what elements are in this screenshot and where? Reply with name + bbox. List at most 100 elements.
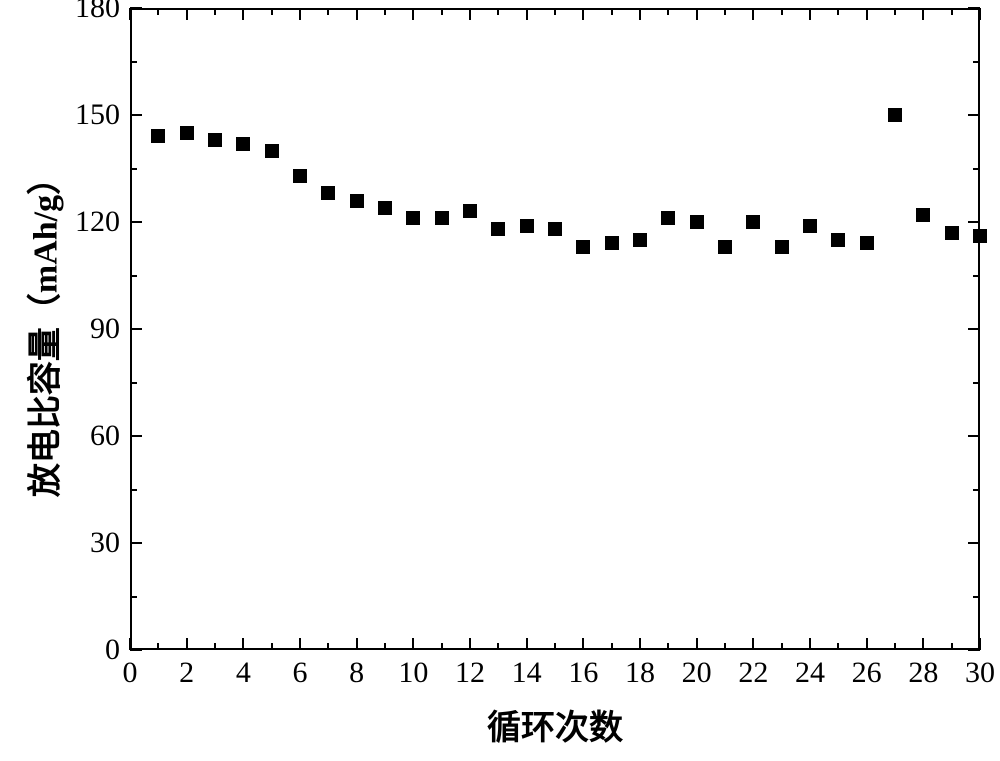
x-minor-tick-bottom [271,643,273,650]
data-marker [860,236,874,250]
x-minor-tick-top [327,8,329,15]
x-tick-top [979,8,981,20]
data-marker [350,194,364,208]
data-marker [831,233,845,247]
x-tick-label: 12 [455,656,485,690]
x-tick-top [922,8,924,20]
x-minor-tick-bottom [214,643,216,650]
data-marker [945,226,959,240]
x-minor-tick-top [611,8,613,15]
data-marker [633,233,647,247]
y-minor-tick-left [130,382,137,384]
y-tick-left [130,7,142,9]
x-tick-top [752,8,754,20]
x-minor-tick-top [384,8,386,15]
x-tick-top [242,8,244,20]
x-tick-label: 8 [349,656,364,690]
y-minor-tick-left [130,275,137,277]
y-tick-label: 60 [90,419,120,453]
y-minor-tick-left [130,168,137,170]
y-tick-right [968,114,980,116]
x-minor-tick-top [894,8,896,15]
x-minor-tick-bottom [951,643,953,650]
data-marker [463,204,477,218]
y-tick-left [130,649,142,651]
data-marker [236,137,250,151]
x-tick-bottom [922,638,924,650]
x-minor-tick-top [157,8,159,15]
x-tick-label: 2 [179,656,194,690]
y-tick-right [968,221,980,223]
y-minor-tick-left [130,489,137,491]
x-tick-top [866,8,868,20]
x-minor-tick-bottom [327,643,329,650]
y-tick-label: 90 [90,312,120,346]
y-tick-right [968,435,980,437]
x-minor-tick-bottom [894,643,896,650]
data-marker [378,201,392,215]
x-tick-top [356,8,358,20]
x-tick-top [582,8,584,20]
x-tick-top [809,8,811,20]
data-marker [520,219,534,233]
plot-area [130,8,980,650]
x-tick-top [639,8,641,20]
x-tick-top [469,8,471,20]
x-tick-bottom [582,638,584,650]
data-marker [491,222,505,236]
data-marker [548,222,562,236]
data-marker [888,108,902,122]
x-minor-tick-top [271,8,273,15]
x-axis-title: 循环次数 [487,700,623,749]
x-tick-top [526,8,528,20]
y-minor-tick-left [130,596,137,598]
x-tick-label: 30 [965,656,995,690]
x-minor-tick-bottom [384,643,386,650]
x-minor-tick-top [837,8,839,15]
y-minor-tick-right [973,382,980,384]
data-marker [435,211,449,225]
data-marker [690,215,704,229]
data-marker [775,240,789,254]
x-tick-bottom [299,638,301,650]
data-marker [406,211,420,225]
x-minor-tick-bottom [837,643,839,650]
x-tick-bottom [752,638,754,650]
x-tick-label: 6 [293,656,308,690]
x-tick-bottom [639,638,641,650]
y-tick-left [130,114,142,116]
x-minor-tick-top [667,8,669,15]
x-minor-tick-bottom [441,643,443,650]
x-tick-label: 26 [852,656,882,690]
data-marker [973,229,987,243]
y-tick-label: 150 [75,98,120,132]
x-tick-bottom [809,638,811,650]
x-minor-tick-top [497,8,499,15]
y-tick-label: 30 [90,526,120,560]
y-tick-label: 120 [75,205,120,239]
data-marker [293,169,307,183]
y-tick-left [130,221,142,223]
y-tick-label: 0 [105,633,120,667]
y-tick-label: 180 [75,0,120,25]
x-tick-label: 28 [908,656,938,690]
x-minor-tick-bottom [781,643,783,650]
data-marker [265,144,279,158]
x-minor-tick-top [554,8,556,15]
x-tick-label: 22 [738,656,768,690]
x-minor-tick-bottom [497,643,499,650]
capacity-vs-cycles-chart: 循环次数 放电比容量（mAh/g） 0246810121416182022242… [0,0,1000,761]
x-minor-tick-top [214,8,216,15]
y-minor-tick-right [973,275,980,277]
x-tick-top [186,8,188,20]
data-marker [180,126,194,140]
x-tick-label: 10 [398,656,428,690]
x-tick-top [696,8,698,20]
x-tick-bottom [696,638,698,650]
x-minor-tick-top [951,8,953,15]
data-marker [746,215,760,229]
x-tick-bottom [866,638,868,650]
y-tick-left [130,328,142,330]
x-tick-label: 20 [682,656,712,690]
x-minor-tick-bottom [724,643,726,650]
